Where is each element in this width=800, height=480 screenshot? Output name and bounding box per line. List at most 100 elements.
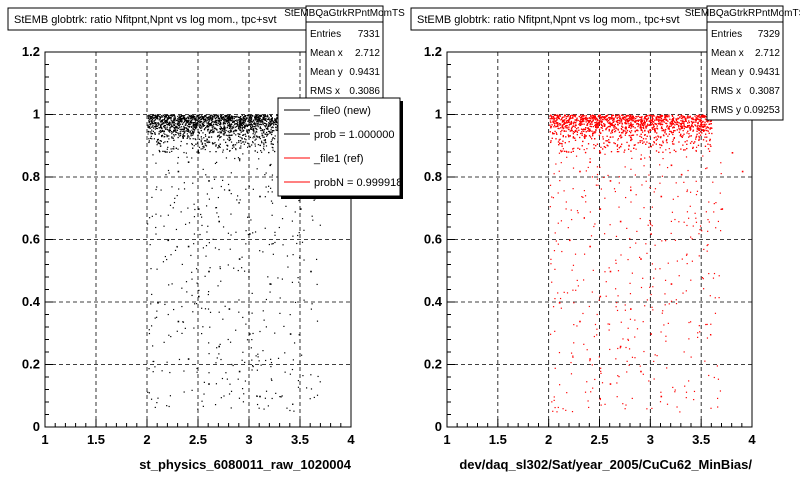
scatter-point bbox=[191, 119, 193, 121]
scatter-point bbox=[156, 186, 158, 188]
scatter-point bbox=[214, 123, 217, 125]
scatter-point bbox=[173, 134, 175, 136]
scatter-point bbox=[195, 126, 197, 128]
scatter-point bbox=[215, 114, 217, 116]
scatter-point bbox=[267, 191, 269, 193]
scatter-point bbox=[159, 116, 161, 119]
scatter-point bbox=[166, 121, 169, 123]
scatter-point bbox=[266, 133, 269, 136]
scatter-point bbox=[275, 392, 277, 394]
scatter-point bbox=[150, 268, 152, 270]
scatter-point bbox=[274, 135, 276, 137]
scatter-point bbox=[270, 133, 273, 136]
scatter-point bbox=[156, 127, 158, 130]
scatter-point bbox=[229, 130, 231, 132]
scatter-point bbox=[215, 121, 217, 123]
scatter-point bbox=[268, 185, 270, 187]
scatter-point bbox=[256, 168, 258, 170]
scatter-point bbox=[263, 132, 265, 134]
scatter-point bbox=[177, 115, 179, 118]
scatter-point bbox=[226, 115, 228, 117]
scatter-point bbox=[662, 140, 664, 142]
scatter-point bbox=[185, 121, 188, 123]
scatter-point bbox=[680, 133, 682, 135]
scatter-point bbox=[217, 216, 220, 218]
scatter-point bbox=[224, 305, 226, 307]
scatter-point bbox=[149, 244, 151, 246]
scatter-point bbox=[246, 129, 248, 131]
scatter-point bbox=[227, 124, 229, 127]
scatter-point bbox=[154, 114, 156, 117]
scatter-point bbox=[191, 389, 193, 391]
scatter-point bbox=[259, 250, 261, 252]
scatter-point bbox=[268, 125, 270, 127]
scatter-point bbox=[176, 123, 179, 126]
data-point bbox=[249, 123, 251, 126]
scatter-point bbox=[206, 231, 208, 233]
scatter-point bbox=[227, 119, 229, 122]
scatter-point bbox=[281, 395, 283, 397]
scatter-point bbox=[151, 215, 153, 217]
scatter-point bbox=[243, 116, 245, 118]
scatter-point bbox=[239, 119, 241, 121]
scatter-point bbox=[222, 149, 224, 151]
scatter-point bbox=[273, 150, 276, 153]
scatter-point bbox=[216, 136, 219, 138]
scatter-point bbox=[241, 130, 244, 132]
scatter-point bbox=[246, 339, 249, 341]
scatter-point bbox=[234, 144, 237, 146]
scatter-point bbox=[233, 127, 235, 129]
scatter-point bbox=[219, 130, 221, 133]
scatter-point bbox=[183, 115, 185, 117]
scatter-point bbox=[203, 122, 205, 124]
scatter-point bbox=[573, 123, 575, 125]
scatter-point bbox=[238, 311, 240, 313]
scatter-point bbox=[239, 160, 241, 162]
scatter-point bbox=[254, 132, 256, 134]
scatter-point bbox=[199, 123, 201, 125]
scatter-point bbox=[169, 129, 172, 132]
scatter-point bbox=[211, 116, 213, 118]
scatter-point bbox=[236, 120, 238, 122]
scatter-point bbox=[231, 363, 233, 366]
scatter-point bbox=[603, 146, 606, 148]
scatter-point bbox=[192, 121, 195, 124]
scatter-point bbox=[150, 119, 152, 122]
scatter-point bbox=[182, 134, 184, 136]
scatter-point bbox=[228, 127, 231, 129]
scatter-point bbox=[225, 119, 227, 121]
scatter-point bbox=[207, 225, 209, 227]
scatter-point bbox=[165, 123, 168, 125]
scatter-point bbox=[263, 114, 265, 117]
scatter-point bbox=[173, 120, 175, 122]
scatter-point bbox=[244, 119, 246, 121]
scatter-point bbox=[206, 139, 208, 141]
scatter-point bbox=[170, 148, 172, 150]
scatter-point bbox=[243, 126, 246, 129]
scatter-point bbox=[224, 115, 226, 118]
scatter-point bbox=[661, 123, 663, 125]
scatter-point bbox=[207, 116, 209, 119]
scatter-point bbox=[608, 130, 610, 132]
scatter-point bbox=[202, 146, 204, 148]
scatter-point bbox=[171, 186, 173, 188]
scatter-point bbox=[170, 119, 172, 121]
scatter-point bbox=[298, 232, 300, 234]
scatter-point bbox=[189, 130, 192, 132]
scatter-point bbox=[180, 120, 182, 122]
scatter-point bbox=[196, 123, 199, 125]
scatter-point bbox=[699, 119, 701, 121]
legend-label: probN = 0.999918 bbox=[314, 177, 402, 189]
scatter-point bbox=[559, 142, 561, 144]
scatter-point bbox=[205, 145, 208, 147]
scatter-point bbox=[173, 117, 175, 119]
scatter-point bbox=[231, 121, 234, 124]
scatter-point bbox=[246, 146, 249, 148]
scatter-point bbox=[259, 120, 261, 122]
scatter-point bbox=[665, 128, 667, 131]
scatter-point bbox=[570, 129, 573, 131]
scatter-point bbox=[223, 117, 225, 119]
scatter-point bbox=[188, 123, 190, 126]
scatter-point bbox=[211, 118, 213, 120]
scatter-point bbox=[693, 142, 695, 144]
